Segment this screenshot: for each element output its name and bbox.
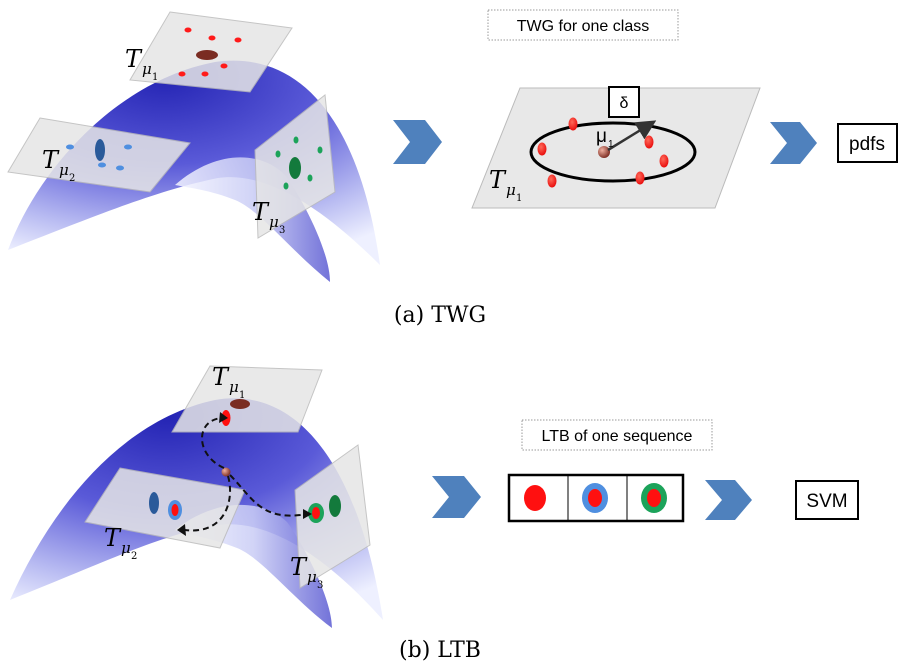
caption-b: (b) LTB [399,638,481,663]
label-t2-idx-a: 2 [69,173,75,184]
title-text-a: TWG for one class [517,18,649,35]
tangent-plane-2-a [7,117,191,193]
chevron-arrow-icon [770,122,817,164]
radius-arrow [607,120,657,152]
ltb-vector [507,473,685,523]
title-box-a [487,9,679,41]
label-t1-sub-b: μ [229,378,239,396]
chevron-arrow-icon [393,120,442,164]
delta-box [608,86,640,118]
panel-a: T μ 1 T μ 2 T μ 3 TWG for one class δ μ [7,9,898,328]
plane-label-idx: 1 [516,193,522,204]
label-t3-b: T [290,553,308,581]
panel-b: T μ 1 T μ 2 T μ 3 LTB of one sequence SV… [10,363,859,663]
label-t3-idx-a: 3 [279,225,285,236]
twg-plane [471,87,761,209]
label-t1-idx-b: 1 [239,390,245,401]
tangent-plane-3-b [294,444,371,589]
label-t3-sub-b: μ [307,568,317,586]
label-t2-b: T [104,524,122,552]
plane-label-mu: μ [506,181,516,199]
tangent-plane-3-a [254,94,336,239]
plane-label-t: T [489,166,507,194]
delta-label: δ [620,95,629,112]
svm-box [795,480,859,520]
caption-a: (a) TWG [394,303,486,328]
label-t2-a: T [42,146,60,174]
label-t2-sub-a: μ [59,161,69,179]
tangent-plane-1-b [171,365,323,433]
title-text-b: LTB of one sequence [542,428,693,445]
mu-idx-label: 1 [608,139,614,150]
mu-label: μ [596,126,607,147]
label-t2-sub-b: μ [121,539,131,557]
title-box-b [521,419,713,451]
pdfs-box [837,123,898,163]
mean-point [221,467,231,477]
pdfs-label: pdfs [849,134,885,155]
label-t3-idx-b: 3 [317,580,323,591]
label-t2-idx-b: 2 [131,551,137,562]
chevron-arrow-icon [432,476,481,518]
svm-label: SVM [806,491,847,512]
label-t3-sub-a: μ [269,213,279,231]
label-t1-a: T [125,45,143,73]
log-map-path-2 [184,475,232,532]
tangent-plane-1-a [129,11,293,93]
log-map-path-1 [201,417,225,469]
label-t3-a: T [252,198,270,226]
label-t1-b: T [212,363,230,391]
chevron-arrow-icon [705,480,752,520]
label-t1-sub-a: μ [142,60,152,78]
label-t1-idx-a: 1 [152,72,158,83]
